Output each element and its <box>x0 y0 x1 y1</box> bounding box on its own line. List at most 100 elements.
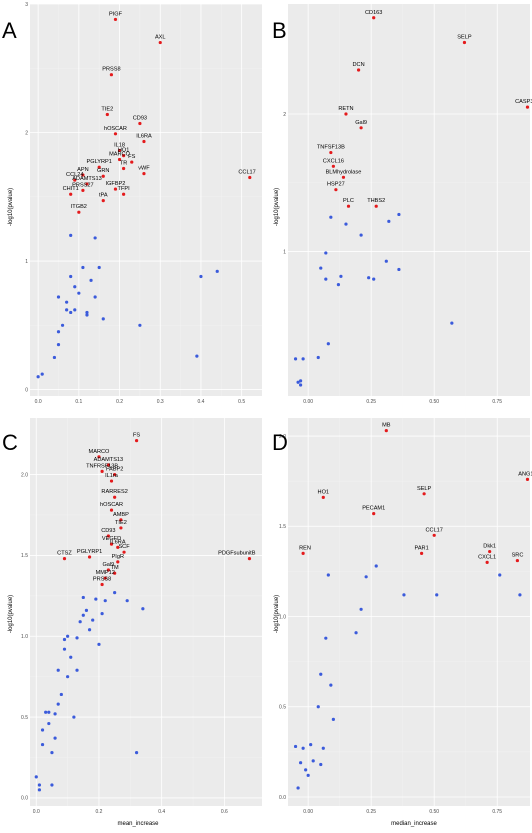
data-point-significant <box>122 166 126 171</box>
data-point-significant <box>359 126 363 130</box>
data-point <box>40 372 44 376</box>
chart-panel-a: A -log10(pvalue) 0.0 0.1 0.2 0.3 0.4 0.5 0 1 2 3 P… <box>0 0 266 414</box>
data-point-label: SELP <box>457 35 472 41</box>
data-point <box>450 321 454 325</box>
data-point <box>100 612 104 616</box>
data-point <box>37 788 42 792</box>
data-point-label: PRSS27 <box>72 182 93 188</box>
data-point <box>56 668 60 672</box>
data-point <box>518 593 522 597</box>
data-point <box>498 573 502 577</box>
data-point-significant <box>374 204 378 208</box>
panel-letter-a: A <box>2 18 17 43</box>
data-point-significant <box>113 187 118 191</box>
data-point <box>84 608 89 612</box>
y-tick-label: 0.0 <box>21 796 28 802</box>
data-point-label: PLC <box>343 198 354 204</box>
x-tick-label: 0.4 <box>197 399 204 405</box>
data-point <box>85 313 89 317</box>
data-point-significant <box>138 121 142 126</box>
data-point-significant <box>384 429 388 433</box>
data-point <box>387 219 391 223</box>
x-tick-label: 0.00 <box>303 809 313 815</box>
data-point-label: ADAMTS13 <box>94 457 124 463</box>
plot-background <box>288 4 530 396</box>
data-point-significant <box>117 157 122 162</box>
data-point-significant <box>109 508 114 512</box>
data-point-significant <box>329 150 333 155</box>
data-point-label: CXCL16 <box>323 158 344 164</box>
data-point <box>344 222 348 226</box>
data-point <box>324 251 328 255</box>
data-point <box>94 597 98 601</box>
y-tick-label: 1.0 <box>279 614 286 620</box>
data-point <box>321 746 325 750</box>
data-point <box>93 236 97 240</box>
y-tick-label: 1 <box>25 259 28 265</box>
data-point <box>81 595 85 600</box>
scatter-plot-d: -log10(pvalue) median_increase 0.00 0.25 0… <box>274 418 532 827</box>
data-point-significant <box>130 160 134 164</box>
data-point <box>301 746 305 750</box>
data-point-significant <box>525 105 530 109</box>
data-point-significant <box>100 582 104 587</box>
data-point-significant <box>515 558 519 563</box>
data-point <box>44 710 48 714</box>
data-point <box>199 274 203 279</box>
chart-panel-c: C -log10(pvalue) mean_increase 0.0 0.2 0.4… <box>0 414 266 828</box>
x-tick-label: 0.6 <box>221 809 228 815</box>
data-point-significant <box>122 192 126 196</box>
data-point-label: IL1ra <box>105 473 119 479</box>
data-point-label: HO1 <box>318 489 330 495</box>
data-point <box>87 628 92 632</box>
data-point-significant <box>142 172 146 176</box>
data-point-significant <box>122 550 126 554</box>
data-point-label: BLMhydrolase <box>326 169 362 175</box>
data-point <box>47 710 51 714</box>
x-tick-label: 0.75 <box>492 399 502 405</box>
data-point-significant <box>106 568 110 572</box>
data-point-significant <box>119 518 123 522</box>
data-point-label: MB <box>382 423 391 429</box>
data-point-significant <box>488 549 492 554</box>
data-point-label: CD93 <box>133 116 147 122</box>
plot-area <box>30 418 262 806</box>
data-point <box>65 308 69 312</box>
data-point-significant <box>113 132 118 136</box>
data-point-label: DCN <box>353 62 365 68</box>
data-point <box>73 285 77 289</box>
data-point-label: CHIT1 <box>63 186 79 192</box>
data-point <box>134 751 139 755</box>
data-point <box>339 274 343 278</box>
data-point-significant <box>109 542 114 546</box>
x-axis-title: median_increase <box>391 821 437 827</box>
data-point-label: CCL24 <box>66 172 83 178</box>
data-point <box>311 759 315 763</box>
plot-area <box>288 4 530 396</box>
data-point <box>319 266 323 270</box>
data-point-significant <box>62 557 67 561</box>
scatter-plot-c: -log10(pvalue) mean_increase 0.0 0.2 0.4 0.… <box>8 418 262 827</box>
data-point <box>69 310 73 315</box>
data-point <box>47 721 51 726</box>
data-point <box>138 323 142 327</box>
data-point-label: TR <box>120 161 127 167</box>
data-point <box>65 300 69 304</box>
data-point-significant <box>341 175 346 179</box>
data-point-label: TIE2 <box>101 107 113 113</box>
y-tick-label: 1.5 <box>21 553 28 559</box>
data-point <box>326 573 330 577</box>
data-point <box>56 330 61 334</box>
chart-panel-d: D -log10(pvalue) median_increase 0.00 0.2… <box>266 414 532 828</box>
data-point-significant <box>97 165 101 169</box>
data-point-label: IL6RA <box>136 134 152 140</box>
data-point-significant <box>247 557 252 561</box>
data-point-label: vWF <box>138 166 150 172</box>
data-point-label: PDGFsubunitB <box>218 551 256 557</box>
data-point-label: PIgR <box>112 554 124 560</box>
data-point-label: PGLYRP1 <box>86 159 111 165</box>
data-point <box>296 380 300 384</box>
data-point-significant <box>422 492 426 496</box>
data-point-significant <box>106 534 110 538</box>
data-point <box>50 751 54 755</box>
